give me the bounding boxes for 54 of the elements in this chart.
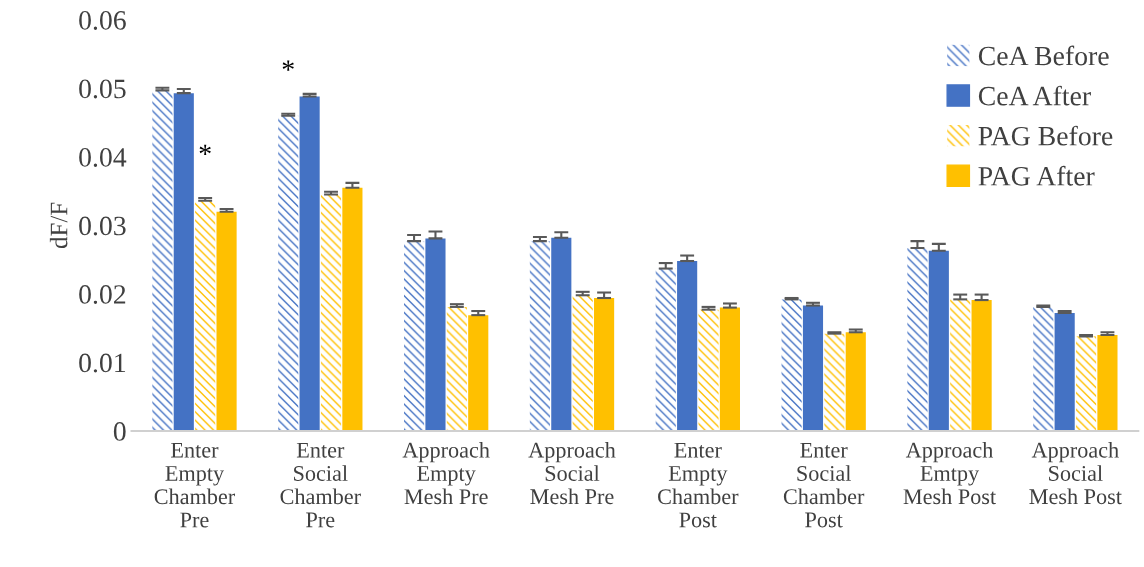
bar xyxy=(152,90,173,431)
bar xyxy=(824,333,845,431)
y-tick-label: 0.05 xyxy=(79,79,126,99)
y-tick-label: 0.03 xyxy=(79,216,126,236)
y-tick-label: 0.06 xyxy=(79,11,126,30)
x-tick-label: Enter Social Chamber Post xyxy=(783,442,865,528)
bar xyxy=(1054,313,1075,431)
bar xyxy=(468,315,489,431)
x-tick-label: Approach Emtpy Mesh Post xyxy=(903,442,996,505)
bar xyxy=(950,299,971,431)
x-tick-label: Approach Empty Mesh Pre xyxy=(402,442,490,505)
bar xyxy=(404,241,425,431)
x-tick-label: Approach Social Mesh Pre xyxy=(528,442,616,505)
y-tick-label: 0.04 xyxy=(79,148,127,167)
bar xyxy=(299,96,320,431)
bar xyxy=(781,299,802,431)
bar xyxy=(446,306,467,431)
bar xyxy=(594,298,615,431)
bar xyxy=(572,295,593,431)
y-tick-label: 0.02 xyxy=(79,285,126,304)
bar xyxy=(1097,335,1118,431)
bar xyxy=(320,194,342,431)
annotation: * xyxy=(199,144,211,155)
bar xyxy=(971,300,992,431)
bar xyxy=(551,237,572,431)
bar xyxy=(928,250,949,431)
x-tick-label: Enter Empty Chamber Post xyxy=(658,442,739,528)
bar xyxy=(698,309,719,431)
bar xyxy=(529,241,550,431)
y-tick-label: 0.01 xyxy=(79,353,126,373)
bar xyxy=(719,307,740,431)
bar xyxy=(195,200,216,431)
bar xyxy=(173,93,194,431)
bar xyxy=(342,187,363,431)
bar xyxy=(845,332,866,431)
bar xyxy=(907,247,928,431)
legend-label: PAG After xyxy=(978,165,1095,186)
bar xyxy=(677,261,698,431)
bar xyxy=(655,268,676,431)
bar xyxy=(216,211,237,431)
y-axis-title: dF/F xyxy=(49,202,68,249)
bar xyxy=(1033,306,1054,431)
bar xyxy=(425,238,446,431)
bar xyxy=(1075,336,1097,431)
x-tick-label: Enter Social Chamber Pre xyxy=(280,442,361,528)
annotation: * xyxy=(282,60,294,71)
legend-label: CeA Before xyxy=(978,45,1109,66)
bar xyxy=(278,115,299,431)
legend-label: CeA After xyxy=(978,85,1091,106)
bar xyxy=(802,305,824,431)
y-tick-label: 0 xyxy=(113,422,126,441)
x-tick-label: Approach Social Mesh Post xyxy=(1029,442,1122,505)
legend-label: PAG Before xyxy=(978,125,1113,146)
x-tick-label: Enter Empty Chamber Pre xyxy=(154,442,236,528)
